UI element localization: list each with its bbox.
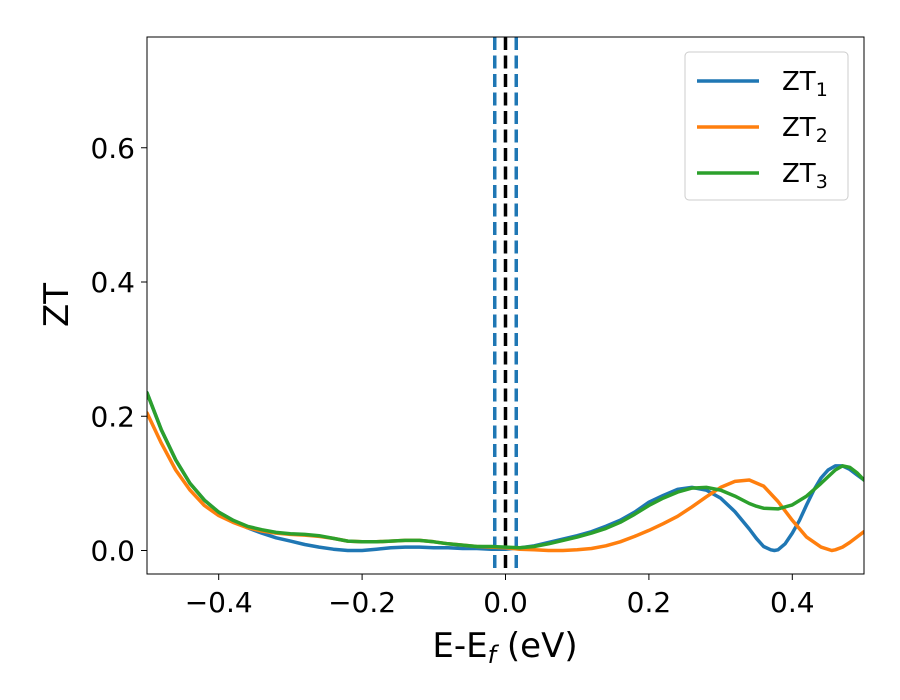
legend-label-3: ZT3	[782, 159, 828, 193]
y-tick-label: 0.2	[90, 400, 135, 433]
x-tick-label: 0.2	[627, 586, 672, 619]
series-layer	[147, 391, 864, 553]
legend-label-1: ZT1	[782, 67, 828, 101]
legend-box	[684, 51, 849, 201]
x-tick-label: −0.2	[328, 586, 396, 619]
y-tick-label: 0.6	[90, 132, 135, 165]
reference-lines	[492, 37, 519, 574]
x-tick-label: 0.0	[483, 586, 528, 619]
y-tick-label: 0.4	[90, 266, 135, 299]
series-line-3	[147, 391, 864, 550]
legend-label-2: ZT2	[782, 113, 828, 147]
x-tick-label: −0.4	[185, 586, 253, 619]
y-axis-ticks: 0.0 0.2 0.4 0.6	[90, 132, 147, 568]
y-tick-label: 0.0	[90, 535, 135, 568]
x-axis-label: E-Ef (eV)	[432, 626, 577, 669]
x-tick-label: 0.4	[770, 586, 815, 619]
legend: ZT1 ZT2 ZT3	[684, 51, 849, 201]
y-axis-label: ZT	[37, 283, 77, 327]
x-axis-ticks: −0.4 −0.2 0.0 0.2 0.4	[185, 574, 815, 619]
